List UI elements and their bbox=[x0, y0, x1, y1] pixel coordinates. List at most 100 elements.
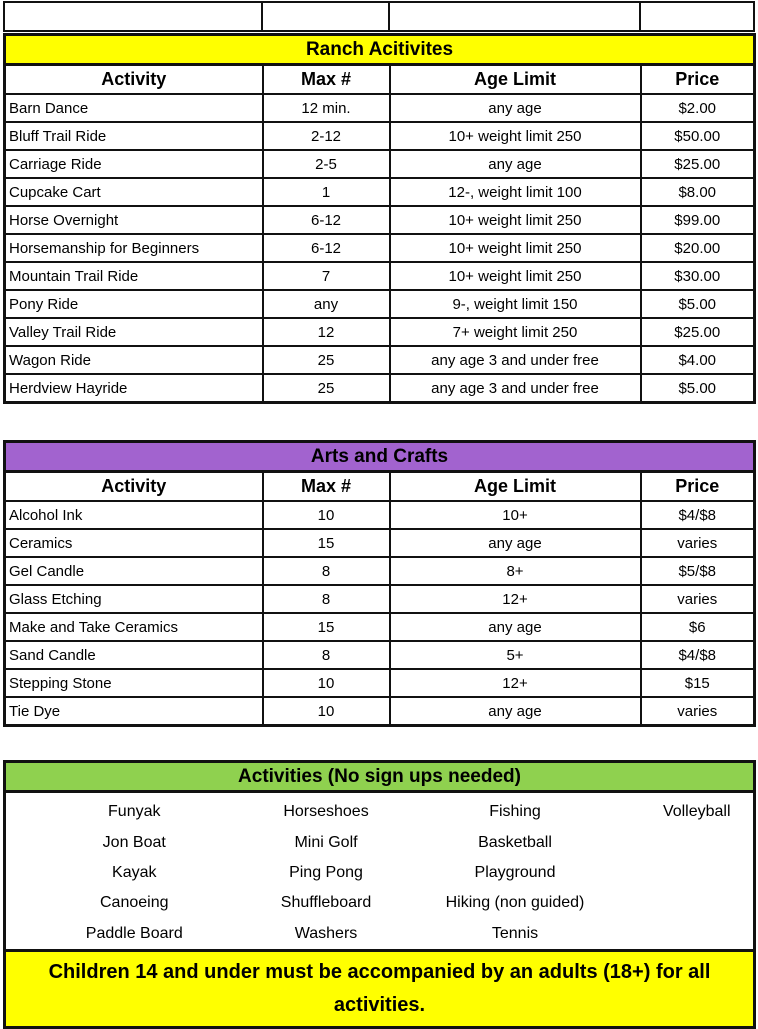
activity-row: Kayak Ping Pong Playground bbox=[5, 858, 755, 888]
activity-cell: Valley Trail Ride bbox=[3, 317, 264, 347]
price-cell: $30.00 bbox=[639, 261, 756, 291]
price-cell: $8.00 bbox=[639, 177, 756, 207]
age-limit-cell: 10+ weight limit 250 bbox=[388, 233, 642, 263]
column-header: Age Limit bbox=[388, 63, 642, 95]
activity-cell: Glass Etching bbox=[3, 584, 264, 614]
column-header: Price bbox=[639, 470, 756, 502]
activity-cell: Ceramics bbox=[3, 528, 264, 558]
activity-item: Mini Golf bbox=[294, 833, 358, 851]
price-cell: $25.00 bbox=[639, 149, 756, 179]
blank-cell bbox=[3, 1, 263, 32]
max-cell: 10 bbox=[261, 696, 391, 727]
table-row: Sand Candle 8 5+ $4/$8 bbox=[3, 640, 756, 670]
age-limit-cell: 10+ weight limit 250 bbox=[388, 121, 642, 151]
age-limit-cell: 10+ bbox=[388, 500, 642, 530]
section-title: Ranch Acitivites bbox=[3, 33, 756, 66]
table-row: Mountain Trail Ride 7 10+ weight limit 250… bbox=[3, 261, 756, 291]
table-row: Valley Trail Ride 12 7+ weight limit 250 $2… bbox=[3, 317, 756, 347]
activity-item bbox=[641, 827, 755, 857]
age-limit-cell: 7+ weight limit 250 bbox=[388, 317, 642, 347]
activity-item: Washers bbox=[294, 924, 358, 942]
table-row: Herdview Hayride 25 any age 3 and under fr… bbox=[3, 373, 756, 404]
max-cell: 25 bbox=[261, 345, 391, 375]
table-row: Horse Overnight 6-12 10+ weight limit 250 $… bbox=[3, 205, 756, 235]
age-limit-cell: 9-, weight limit 150 bbox=[388, 289, 642, 319]
max-cell: 15 bbox=[261, 612, 391, 642]
activity-item: Fishing bbox=[489, 803, 541, 821]
activity-item: Basketball bbox=[478, 833, 552, 851]
activity-cell: Sand Candle bbox=[3, 640, 264, 670]
activity-cell: Gel Candle bbox=[3, 556, 264, 586]
max-cell: 12 min. bbox=[261, 93, 391, 123]
table-row: Tie Dye 10 any age varies bbox=[3, 696, 756, 727]
table-row: Gel Candle 8 8+ $5/$8 bbox=[3, 556, 756, 586]
activity-cell: Horsemanship for Beginners bbox=[3, 233, 264, 263]
max-cell: 25 bbox=[261, 373, 391, 404]
price-cell: $5.00 bbox=[639, 373, 756, 404]
table-row: Pony Ride any 9-, weight limit 150 $5.00 bbox=[3, 289, 756, 319]
age-limit-cell: any age bbox=[388, 93, 642, 123]
max-cell: 7 bbox=[261, 261, 391, 291]
activity-item: Ping Pong bbox=[289, 863, 363, 881]
age-limit-cell: 5+ bbox=[388, 640, 642, 670]
section-title: Activities (No sign ups needed) bbox=[3, 760, 756, 793]
column-header: Max # bbox=[261, 63, 391, 95]
age-limit-cell: any age bbox=[388, 696, 642, 727]
age-limit-cell: any age 3 and under free bbox=[388, 345, 642, 375]
price-cell: varies bbox=[639, 584, 756, 614]
activity-cell: Cupcake Cart bbox=[3, 177, 264, 207]
activity-cell: Make and Take Ceramics bbox=[3, 612, 264, 642]
price-cell: $5/$8 bbox=[639, 556, 756, 586]
activity-row: Funyak Horseshoes Fishing Volleyball bbox=[5, 792, 755, 828]
blank-cell bbox=[388, 1, 641, 32]
age-limit-cell: any age bbox=[388, 528, 642, 558]
price-cell: $6 bbox=[639, 612, 756, 642]
max-cell: 12 bbox=[261, 317, 391, 347]
activity-cell: Alcohol Ink bbox=[3, 500, 264, 530]
activity-cell: Pony Ride bbox=[3, 289, 264, 319]
max-cell: 6-12 bbox=[261, 233, 391, 263]
activity-item bbox=[641, 919, 755, 951]
table-row: Carriage Ride 2-5 any age $25.00 bbox=[3, 149, 756, 179]
price-cell: $50.00 bbox=[639, 121, 756, 151]
activity-cell: Bluff Trail Ride bbox=[3, 121, 264, 151]
table-row: Ceramics 15 any age varies bbox=[3, 528, 756, 558]
free-activities-table: Activities (No sign ups needed) Funyak Hor… bbox=[3, 760, 756, 1029]
activity-item: Playground bbox=[474, 863, 556, 881]
activity-item: Funyak bbox=[108, 803, 161, 821]
activity-item: Kayak bbox=[112, 863, 157, 881]
activity-cell: Wagon Ride bbox=[3, 345, 264, 375]
blank-cell bbox=[639, 1, 755, 32]
max-cell: 8 bbox=[261, 640, 391, 670]
activity-item: Shuffleboard bbox=[280, 894, 372, 912]
price-cell: $15 bbox=[639, 668, 756, 698]
arts-and-crafts-table: Arts and Crafts Activity Max # Age Limit Pri… bbox=[3, 440, 756, 727]
column-header: Max # bbox=[261, 470, 391, 502]
blank-cell bbox=[261, 1, 390, 32]
table-row: Bluff Trail Ride 2-12 10+ weight limit 250… bbox=[3, 121, 756, 151]
max-cell: 2-5 bbox=[261, 149, 391, 179]
age-limit-cell: any age 3 and under free bbox=[388, 373, 642, 404]
price-cell: $4/$8 bbox=[639, 500, 756, 530]
activity-item: Volleyball bbox=[662, 803, 731, 821]
age-limit-cell: any age bbox=[388, 612, 642, 642]
max-cell: 6-12 bbox=[261, 205, 391, 235]
max-cell: 8 bbox=[261, 556, 391, 586]
activity-cell: Tie Dye bbox=[3, 696, 264, 727]
activity-row: Canoeing Shuffleboard Hiking (non guided) bbox=[5, 888, 755, 918]
price-cell: $5.00 bbox=[639, 289, 756, 319]
activity-item: Hiking (non guided) bbox=[445, 894, 585, 912]
price-cell: varies bbox=[639, 696, 756, 727]
activity-item: Canoeing bbox=[100, 894, 169, 912]
table-row: Cupcake Cart 1 12-, weight limit 100 $8.00 bbox=[3, 177, 756, 207]
activity-item: Paddle Board bbox=[85, 924, 183, 942]
footer-note: Children 14 and under must be accompanie… bbox=[3, 948, 756, 1029]
activity-item bbox=[641, 888, 755, 918]
blank-top-row bbox=[3, 1, 755, 32]
price-cell: $20.00 bbox=[639, 233, 756, 263]
age-limit-cell: 8+ bbox=[388, 556, 642, 586]
age-limit-cell: 10+ weight limit 250 bbox=[388, 261, 642, 291]
activity-cell: Herdview Hayride bbox=[3, 373, 264, 404]
activity-row: Jon Boat Mini Golf Basketball bbox=[5, 827, 755, 857]
age-limit-cell: 12-, weight limit 100 bbox=[388, 177, 642, 207]
